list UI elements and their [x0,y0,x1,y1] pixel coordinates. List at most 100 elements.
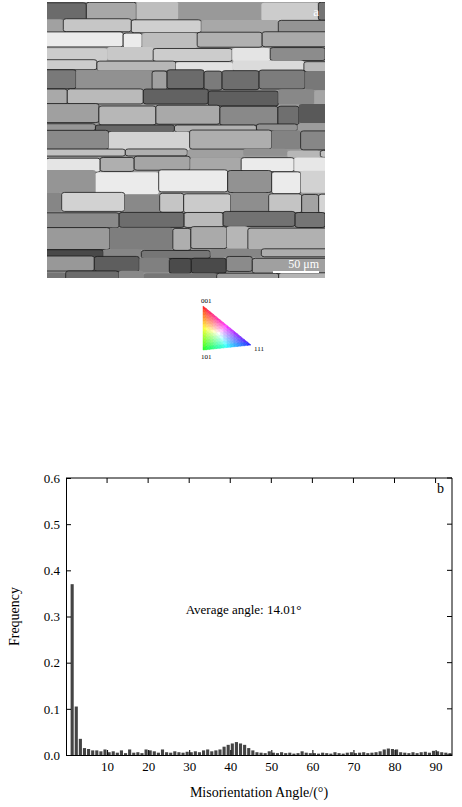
ipf-cell [203,328,206,331]
bar [140,753,143,755]
bar [235,742,238,755]
tick-label: 0.5 [44,517,60,532]
bar [243,745,246,755]
ipf-cell [210,327,213,330]
bar [198,752,201,755]
ipf-cell [217,339,220,342]
ipf-cell [203,312,206,315]
bar [120,750,123,755]
bar [223,747,226,755]
grain [123,33,142,48]
tick: 0.3 [44,609,71,624]
bar [202,750,205,755]
ipf-cell [227,344,230,347]
ipf-cell [217,333,220,336]
grain [47,32,123,47]
bar [370,753,373,755]
tick: 90 [430,750,443,774]
bar [358,753,361,755]
ipf-cell [220,345,223,348]
tick-label: 20 [142,759,155,774]
tick-mark [312,478,313,483]
bar [103,749,106,755]
grain [47,89,67,104]
grain [47,273,66,278]
ipf-cell [227,341,230,344]
bar [403,753,406,755]
grain [47,19,63,32]
ipf-cell [206,337,209,340]
grain [227,226,248,248]
bar [161,749,164,755]
grain [160,193,184,212]
bar [95,750,98,755]
ipf-cell [210,324,213,327]
grain [100,157,134,171]
grain [318,2,325,20]
bar [411,752,414,755]
tick-mark [353,750,354,755]
x-axis: 102030405060708090 [67,750,453,774]
ipf-cell [203,337,206,340]
bar [280,752,283,755]
grain [47,70,76,89]
ipf-cell [220,335,223,338]
grain [107,47,153,60]
tick: 80 [389,750,402,774]
grain [304,62,325,72]
grain [272,130,301,149]
ipf-cell [217,326,220,329]
grain [110,228,173,250]
ipf-cell [213,336,216,339]
bar [75,707,78,755]
ipf-cell [210,333,213,336]
bar [395,749,398,755]
tick-mark [66,478,71,479]
grain [278,89,314,104]
tick-label: 40 [224,759,237,774]
bar [136,752,139,755]
bar [83,748,86,755]
grain [320,150,325,157]
ipf-cell [237,340,240,343]
grain [184,194,231,213]
tick-mark [66,617,71,618]
ipf-cell [241,339,244,342]
grain [190,130,272,149]
ipf-cell [224,332,227,335]
bar [420,752,423,755]
tick-label: 0.4 [44,563,61,578]
grain [191,258,226,273]
ipf-cell [206,327,209,330]
ipf-cell [217,345,220,348]
bar [71,584,74,755]
ipf-cell [217,342,220,345]
bar [444,753,447,755]
bar [387,749,390,755]
ipf-cell [206,321,209,324]
grain [226,256,252,271]
ipf-cell [206,334,209,337]
ipf-cell [217,323,220,326]
grain [141,250,210,258]
grain [301,131,325,150]
ipf-cell [227,328,230,331]
annotation: Average angle: 14.01° [186,602,302,617]
grain [153,48,232,61]
tick-mark [312,750,313,755]
grain [278,106,299,125]
grain [269,194,302,213]
bar [346,753,349,755]
grain [319,194,325,213]
tick-mark [436,750,437,755]
grain [119,271,144,278]
tick-mark [447,524,452,525]
ipf-cell [217,336,220,339]
grain [259,70,305,89]
grain [99,106,156,125]
ipf-label: 101 [201,353,212,361]
ipf-cell [234,343,237,346]
bar [428,753,431,755]
ipf-cell [248,342,251,345]
grain [47,213,119,228]
